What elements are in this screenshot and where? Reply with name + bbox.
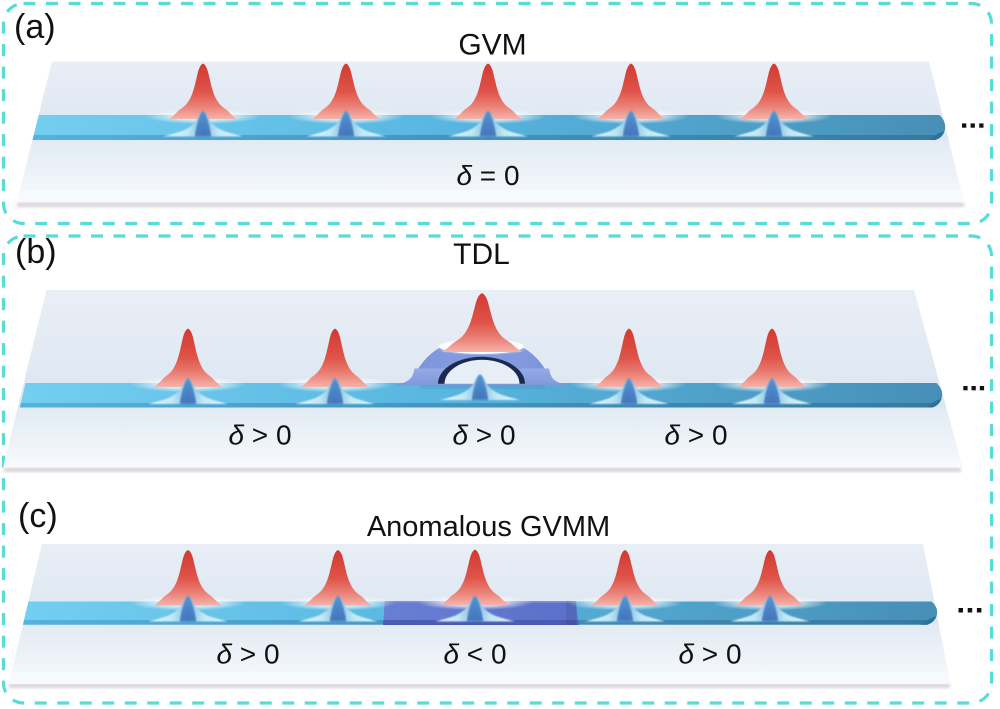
svg-text:(a): (a)	[14, 8, 56, 46]
svg-text:TDL: TDL	[453, 238, 510, 271]
svg-text:δ > 0: δ > 0	[228, 420, 291, 451]
svg-text:δ = 0: δ = 0	[456, 160, 519, 191]
svg-text:(c): (c)	[18, 497, 58, 535]
svg-text:GVM: GVM	[458, 29, 526, 62]
svg-text:Anomalous GVMM: Anomalous GVMM	[367, 511, 610, 543]
svg-text:δ > 0: δ > 0	[452, 420, 515, 451]
svg-text:δ < 0: δ < 0	[443, 639, 506, 670]
svg-text:δ > 0: δ > 0	[216, 639, 279, 670]
svg-text:(b): (b)	[15, 233, 57, 271]
svg-text:δ > 0: δ > 0	[678, 639, 741, 670]
svg-text:δ > 0: δ > 0	[664, 420, 727, 451]
